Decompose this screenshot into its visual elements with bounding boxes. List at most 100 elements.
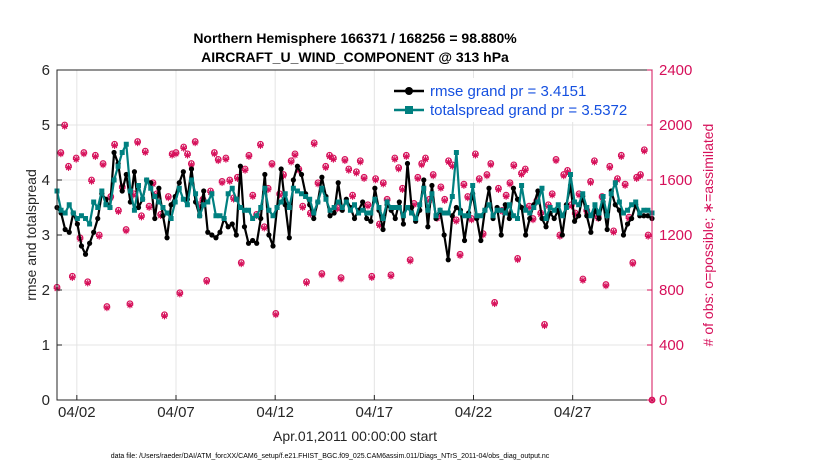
totalspread-point <box>99 188 105 194</box>
asterisk-stroke <box>138 214 145 220</box>
y-tick-left-label: 3 <box>42 227 50 244</box>
obs-assimilated-point <box>84 279 92 287</box>
obs-assimilated-point <box>337 275 345 283</box>
totalspread-point <box>462 213 468 219</box>
rmse-point <box>559 232 565 238</box>
y-axis-right-label: # of obs: o=possible; ∗=assimilated <box>700 124 716 347</box>
totalspread-point <box>115 163 121 169</box>
obs-assimilated-point <box>237 260 245 268</box>
obs-assimilated-point <box>214 157 222 165</box>
rmse-point <box>233 232 239 238</box>
rmse-point <box>229 221 235 227</box>
asterisk-stroke <box>622 182 628 189</box>
totalspread-point <box>311 210 317 216</box>
totalspread-point <box>87 221 93 227</box>
obs-assimilated-point <box>203 278 211 286</box>
asterisk-stroke <box>223 156 229 163</box>
obs-assimilated-point <box>161 312 168 320</box>
asterisk-stroke <box>303 280 310 286</box>
obs-assimilated-point <box>364 202 372 210</box>
asterisk-stroke <box>441 197 448 204</box>
totalspread-point <box>131 207 137 213</box>
rmse-point <box>168 202 174 208</box>
rmse-point <box>392 215 398 222</box>
totalspread-point <box>213 213 219 219</box>
asterisk-stroke <box>449 163 456 169</box>
obs-assimilated-point <box>138 213 145 221</box>
obs-assimilated-point <box>491 300 498 308</box>
rmse-point <box>245 240 252 246</box>
obs-assimilated-point <box>111 142 118 149</box>
rmse-point <box>364 215 370 222</box>
totalspread-point <box>429 191 435 197</box>
asterisk-stroke <box>607 164 613 171</box>
rmse-point <box>111 149 117 156</box>
y-tick-left-label: 5 <box>42 117 50 134</box>
rmse-point <box>254 240 260 246</box>
asterisk-stroke <box>299 204 306 211</box>
y-tick-right-label: 800 <box>659 282 684 299</box>
asterisk-stroke <box>445 159 452 165</box>
totalspread-point <box>352 202 357 208</box>
obs-assimilated-point <box>80 150 88 158</box>
obs-assimilated-point <box>621 182 629 189</box>
totalspread-point <box>274 205 280 210</box>
totalspread-point <box>254 213 260 219</box>
totalspread-point <box>478 213 484 219</box>
obs-assimilated-point <box>260 224 268 232</box>
totalspread-point <box>388 205 394 210</box>
chart-title: Northern Hemisphere 166371 / 168256 = 98… <box>193 30 517 46</box>
obs-assimilated-point <box>287 158 295 166</box>
totalspread-point <box>209 191 215 197</box>
asterisk-stroke <box>641 148 648 154</box>
asterisk-stroke <box>630 261 636 267</box>
obs-assimilated-point <box>180 145 187 152</box>
asterisk-stroke <box>203 279 210 285</box>
asterisk-stroke <box>392 156 398 163</box>
totalspread-point <box>384 199 390 205</box>
rmse-point <box>331 210 337 216</box>
totalspread-point <box>205 199 211 205</box>
totalspread-point <box>392 205 398 210</box>
totalspread-point <box>307 196 313 202</box>
totalspread-point <box>535 199 541 205</box>
obs-assimilated-point <box>514 256 521 264</box>
totalspread-point <box>543 216 549 221</box>
obs-assimilated-point <box>134 139 141 147</box>
asterisk-stroke <box>357 159 363 165</box>
totalspread-point <box>70 210 76 216</box>
totalspread-point <box>380 216 386 221</box>
obs-assimilated-point <box>92 153 99 160</box>
asterisk-stroke <box>227 178 233 185</box>
data-file-footnote: data file: /Users/raeder/DAI/ATM_forcXX/… <box>111 453 550 460</box>
obs-assimilated-point <box>548 191 556 199</box>
asterisk-stroke <box>530 217 536 223</box>
rmse-point <box>612 202 618 208</box>
totalspread-point <box>335 199 341 205</box>
y-tick-right-label: 2400 <box>659 62 692 79</box>
rmse-point <box>250 237 256 244</box>
obs-assimilated-point <box>326 153 333 160</box>
totalspread-point <box>197 213 203 219</box>
obs-assimilated-point <box>226 178 234 185</box>
asterisk-stroke <box>73 156 79 163</box>
totalspread-point <box>563 205 569 210</box>
totalspread-point <box>327 207 333 213</box>
rmse-point <box>604 226 610 233</box>
totalspread-point <box>555 202 561 208</box>
asterisk-stroke <box>215 158 221 164</box>
obs-assimilated-point <box>126 301 134 309</box>
y-tick-left-label: 1 <box>42 337 50 354</box>
rmse-point <box>62 226 68 233</box>
rmse-point <box>441 232 447 238</box>
totalspread-point <box>127 188 133 194</box>
rmse-point <box>576 213 582 219</box>
asterisk-stroke <box>165 195 172 201</box>
totalspread-point <box>258 205 264 210</box>
totalspread-point <box>107 205 113 210</box>
asterisk-stroke <box>461 182 467 189</box>
obs-assimilated-point <box>330 156 337 163</box>
totalspread-point <box>510 213 516 219</box>
obs-assimilated-point <box>103 304 111 312</box>
rmse-point <box>282 202 288 208</box>
